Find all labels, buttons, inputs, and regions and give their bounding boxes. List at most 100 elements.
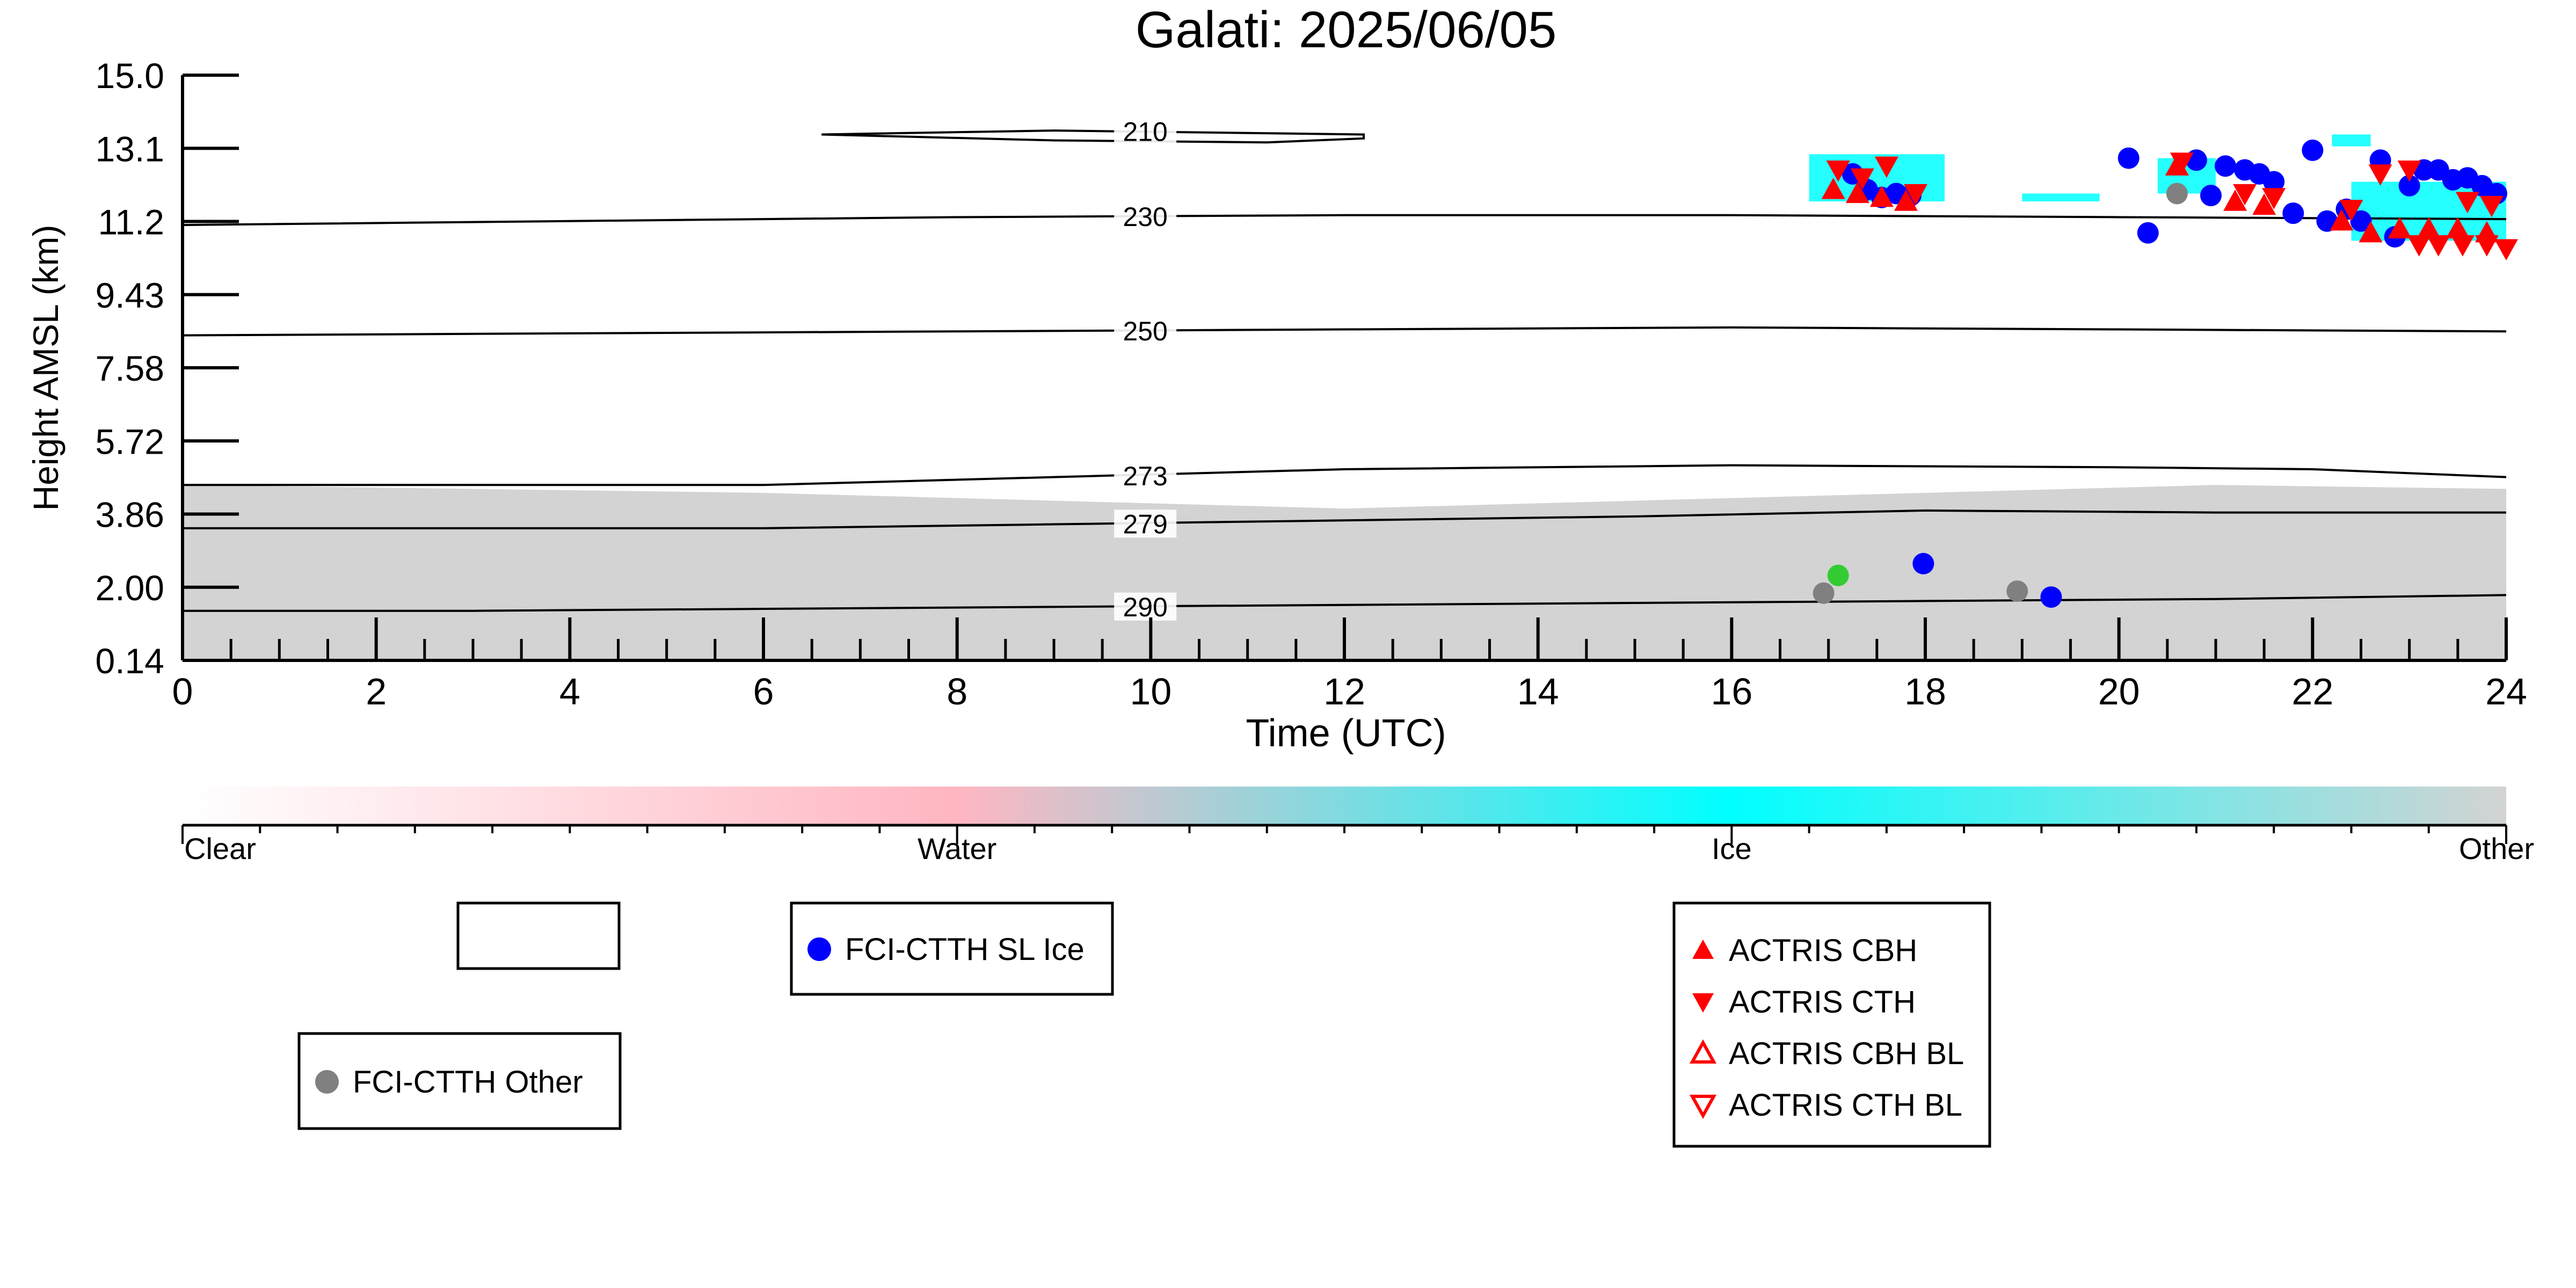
legend-actris-frame [1672, 901, 1991, 1148]
actris-cth-marker [2479, 195, 2504, 217]
colorbar-labels: Clear Water Ice Other [184, 832, 2534, 865]
x-ticks: 0 2 4 6 8 10 12 14 16 18 20 22 24 [172, 617, 2527, 712]
y-tick-label: 7.58 [96, 348, 164, 388]
actris-cth-marker [2368, 164, 2392, 186]
actris-cbh-marker [1869, 185, 1894, 207]
contour-label: 273 [1123, 461, 1167, 491]
x-tick-label: 20 [2098, 671, 2140, 712]
fci-ctth-sl-ice-marker [2350, 210, 2372, 232]
legend-marker [1692, 940, 1714, 959]
legend-sl-ice: FCI-CTTH SL Ice [790, 901, 1114, 996]
actris-cth-marker [1903, 184, 1927, 206]
fci-ctth-sl-ice-marker [2282, 202, 2304, 224]
colorbar-label: Other [2459, 832, 2534, 865]
fci-ctth-sl-ice-marker [2040, 586, 2062, 608]
fci-ctth-sl-ice-marker [2215, 155, 2237, 177]
x-tick-label: 8 [947, 671, 967, 712]
chart-title: Galati: 2025/06/05 [1136, 1, 1557, 59]
y-tick-label: 15.0 [96, 56, 164, 96]
fci-ctth-sl-ice-marker [2263, 171, 2285, 193]
legend-marker [1689, 1095, 1717, 1119]
y-tick-label: 13.1 [96, 129, 164, 169]
contour-line [183, 464, 2507, 486]
fci-ctth-sl-ice-marker [2137, 222, 2159, 244]
x-tick-label: 16 [1711, 671, 1752, 712]
legend-marker [1689, 1039, 1717, 1064]
actris-cth-marker [1850, 168, 1874, 190]
legend-other-frame [297, 1032, 622, 1130]
fci-ctth-other-marker [1813, 582, 1835, 604]
legend-other: FCI-CTTH Other [297, 1032, 622, 1130]
contour-label: 279 [1123, 509, 1167, 539]
actris-cth-marker [2233, 184, 2257, 206]
actris-cth-marker [2455, 192, 2479, 214]
x-tick-label: 2 [366, 671, 387, 712]
contour-label-bg [1114, 316, 1177, 345]
contour-line [183, 594, 2507, 612]
colorbar: Clear Water Ice Other [181, 787, 2534, 865]
actris-cbh-marker [2388, 217, 2412, 239]
legend-label: ACTRIS CBH [1729, 933, 1917, 968]
fci-ctth-sl-ice-marker [2302, 139, 2324, 161]
y-tick-label: 3.86 [96, 495, 164, 535]
contour-label-bg [1114, 202, 1177, 231]
actris-cbh-marker [2223, 190, 2247, 211]
legend-sl-ice-frame [790, 901, 1114, 996]
x-tick-label: 10 [1130, 671, 1171, 712]
actris-cth-marker [1874, 156, 1898, 178]
x-tick-label: 24 [2485, 671, 2527, 712]
actris-cth-marker [2339, 200, 2363, 221]
x-tick-label: 14 [1517, 671, 1559, 712]
y-ticks: 0.14 2.00 3.86 5.72 7.58 9.43 11.2 13.1 15.0 [96, 56, 239, 681]
colorbar-label: Water [918, 832, 996, 865]
x-tick-label: 12 [1323, 671, 1365, 712]
actris-cth-marker [2450, 235, 2475, 257]
actris-cbh-marker [1821, 178, 1845, 199]
legend-empty-frame [456, 901, 621, 970]
legend-label: FCI-CTTH Other [353, 1065, 583, 1100]
legend-label: ACTRIS CTH BL [1729, 1088, 1962, 1123]
contour-label: 230 [1123, 202, 1167, 232]
contour-label: 210 [1123, 117, 1167, 147]
legend-label: FCI-CTTH SL Ice [845, 932, 1085, 967]
legend-actris: ACTRIS CBH ACTRIS CTH ACTRIS CBH BL ACTRIS … [1672, 901, 1991, 1148]
contour-label: 290 [1123, 592, 1167, 622]
ice-cloud-patch [2332, 134, 2371, 147]
fci-ctth-sl-ice-marker [2117, 147, 2140, 169]
actris-cth-marker [2262, 188, 2286, 209]
actris-cbh-marker [1845, 181, 1869, 203]
temperature-contours: 210 230 250 273 279 290 [182, 117, 2507, 622]
x-tick-label: 6 [753, 671, 774, 712]
actris-cth-marker [2397, 160, 2421, 182]
x-tick-label: 4 [559, 671, 580, 712]
contour-label-bg [1114, 462, 1177, 490]
actris-cth-marker [2407, 235, 2431, 257]
fci-ctth-sl-water-marker [1827, 564, 1849, 586]
legend-marker [315, 1070, 339, 1094]
fci-ctth-sl-ice-marker [2398, 174, 2420, 197]
actris-cth-marker [2475, 235, 2499, 257]
y-axis-label: Height AMSL (km) [26, 224, 66, 511]
y-tick-label: 5.72 [96, 421, 164, 461]
legend-label: ACTRIS CTH [1729, 985, 1916, 1020]
legend-label: ACTRIS CBH BL [1729, 1036, 1964, 1071]
colorbar-label: Ice [1712, 832, 1752, 865]
actris-cbh-marker [2359, 221, 2383, 243]
y-tick-label: 2.00 [96, 568, 164, 608]
fci-ctth-sl-ice-marker [1912, 552, 1934, 574]
actris-cth-marker [2170, 152, 2194, 174]
y-tick-label: 0.14 [96, 641, 164, 681]
colorbar-gradient [183, 787, 2506, 825]
contour-label-bg [1114, 510, 1177, 538]
ice-cloud-patch [2022, 193, 2100, 202]
actris-cth-marker [2426, 235, 2450, 257]
contour-label-bg [1114, 117, 1177, 145]
fci-ctth-other-marker [2006, 580, 2028, 602]
contour-line [183, 509, 2506, 529]
marker-layer [1813, 139, 2518, 608]
contour-line [182, 326, 2507, 337]
y-tick-label: 11.2 [98, 202, 164, 242]
fci-ctth-other-marker [2166, 183, 2188, 205]
contour-label-bg [1114, 592, 1177, 621]
contour-label: 250 [1123, 316, 1167, 346]
